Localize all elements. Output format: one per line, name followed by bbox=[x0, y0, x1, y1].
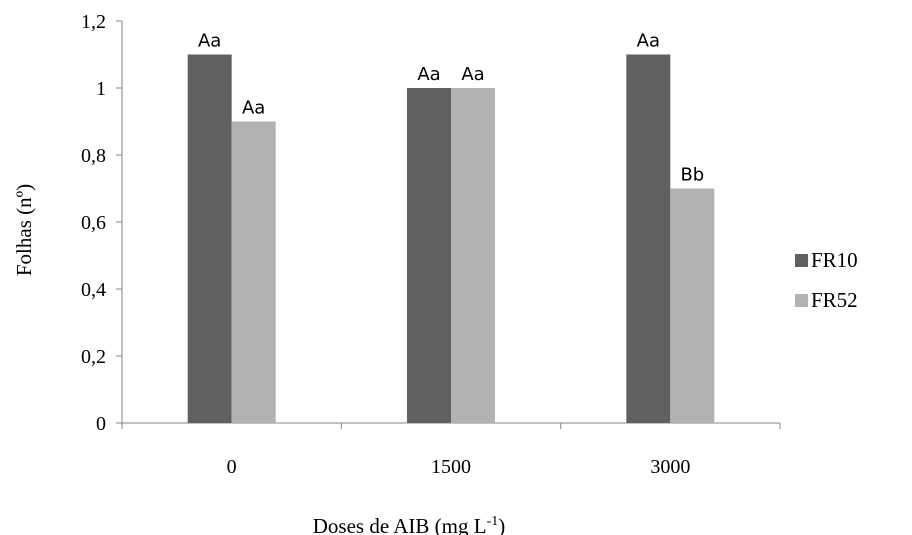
legend-swatch-fr10 bbox=[795, 254, 808, 267]
bars bbox=[187, 54, 715, 423]
data-label: Aa bbox=[198, 31, 221, 52]
y-tick-label: 0,8 bbox=[81, 145, 106, 167]
x-axis-title-suffix: ) bbox=[498, 514, 505, 535]
bar-fr10-0 bbox=[187, 54, 232, 423]
bar-fr52-3000 bbox=[670, 188, 715, 423]
y-axis: 0 0,2 0,4 0,6 0,8 1 1,2 bbox=[81, 11, 123, 435]
y-tick-label: 0,4 bbox=[81, 279, 106, 301]
legend-swatch-fr52 bbox=[795, 294, 808, 307]
data-label: Bb bbox=[680, 165, 704, 186]
bar-fr10-1500 bbox=[407, 88, 451, 423]
x-tick-label: 1500 bbox=[431, 456, 471, 478]
legend: FR10 FR52 bbox=[795, 248, 858, 312]
x-tick-label: 0 bbox=[227, 456, 237, 478]
y-tick-label: 0 bbox=[96, 413, 106, 435]
y-tick-label: 0,6 bbox=[81, 212, 106, 234]
x-tick-label: 3000 bbox=[650, 456, 690, 478]
y-tick-label: 1 bbox=[96, 78, 106, 100]
legend-label-fr52: FR52 bbox=[811, 288, 858, 312]
legend-label-fr10: FR10 bbox=[811, 248, 858, 272]
bar-fr52-1500 bbox=[451, 88, 495, 423]
bar-fr10-3000 bbox=[626, 54, 671, 423]
data-label: Aa bbox=[461, 64, 484, 85]
data-label: Aa bbox=[242, 98, 265, 119]
data-label: Aa bbox=[637, 31, 660, 52]
x-axis-title-superscript: -1 bbox=[487, 514, 499, 529]
x-axis-title: Doses de AIB (mg L-1) bbox=[313, 514, 506, 535]
bar-labels: Aa Aa Aa Aa Aa Bb bbox=[198, 31, 704, 186]
y-tick-label: 0,2 bbox=[81, 346, 106, 368]
bar-fr52-0 bbox=[231, 121, 276, 423]
x-axis-title-main: Doses de AIB (mg L bbox=[313, 514, 487, 535]
data-label: Aa bbox=[417, 64, 440, 85]
y-axis-title: Folhas (nº) bbox=[12, 184, 36, 276]
x-axis: 0 1500 3000 bbox=[121, 422, 781, 478]
y-tick-label: 1,2 bbox=[81, 11, 106, 33]
